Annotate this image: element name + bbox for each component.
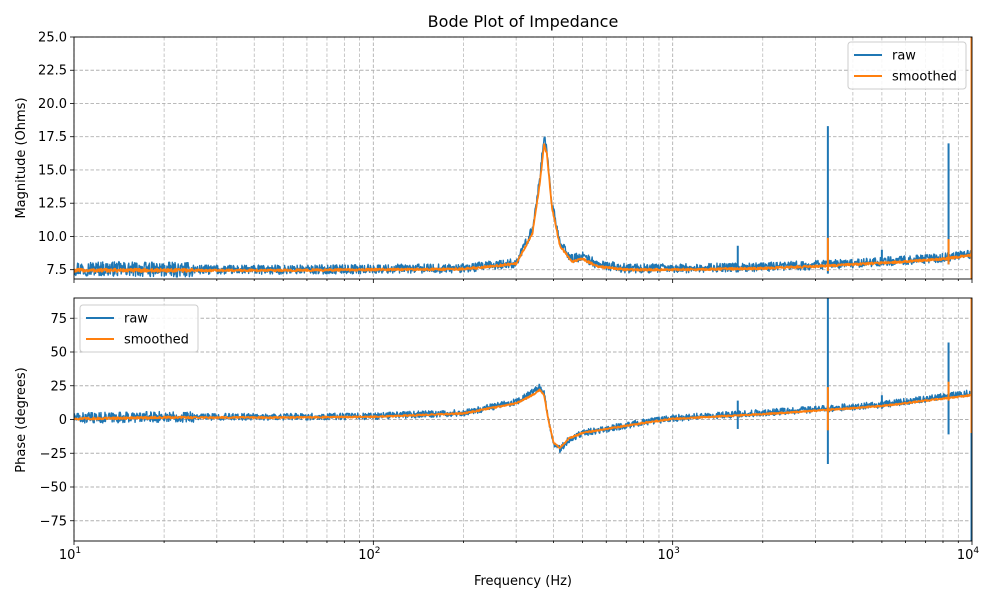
panel-1: −75 −50 −25 0 25 50 75 101 102 103 104 raw smoothed <box>40 297 980 563</box>
y-tick-label: 17.5 <box>38 130 67 145</box>
legend-box <box>79 304 199 353</box>
bottom-ylabel: Phase (degrees) <box>14 367 29 472</box>
y-tick-label: 25 <box>50 379 67 394</box>
y-grid: 7.5 10.0 12.5 15.0 17.5 20.0 22.5 25.0 <box>38 31 972 278</box>
legend-label-smoothed: smoothed <box>124 333 189 348</box>
xlabel: Frequency (Hz) <box>474 574 572 589</box>
plot-area <box>74 298 972 541</box>
x-ticks <box>73 541 973 545</box>
legend-label-raw: raw <box>892 49 916 64</box>
x-ticks <box>73 279 973 283</box>
axes-frame <box>73 36 973 280</box>
y-tick-label: 75 <box>50 312 67 327</box>
y-tick-label: −50 <box>40 481 67 496</box>
y-tick-label: 0 <box>59 413 67 428</box>
chart-title: Bode Plot of Impedance <box>428 12 619 31</box>
series-line-smoothed <box>74 143 972 273</box>
y-tick-label: 7.5 <box>46 263 67 278</box>
legend: raw smoothed <box>847 41 967 90</box>
x-grid <box>73 37 959 279</box>
series-line-raw <box>74 136 972 278</box>
axes-frame <box>73 297 973 542</box>
top-ylabel: Magnitude (Ohms) <box>14 97 29 218</box>
series-line-smoothed <box>74 388 972 450</box>
y-tick-label: 12.5 <box>38 197 67 212</box>
plot-area <box>74 37 972 279</box>
panel-0: 7.5 10.0 12.5 15.0 17.5 20.0 22.5 25.0 raw smooth… <box>38 31 973 283</box>
x-tick-label: 102 <box>358 546 380 563</box>
y-tick-label: 15.0 <box>38 163 67 178</box>
y-tick-label: 20.0 <box>38 97 67 112</box>
y-tick-label: 22.5 <box>38 64 67 79</box>
legend-label-smoothed: smoothed <box>892 70 957 85</box>
y-tick-label: −75 <box>40 514 67 529</box>
y-tick-label: −25 <box>40 447 67 462</box>
legend: raw smoothed <box>79 304 199 353</box>
y-tick-label: 10.0 <box>38 230 67 245</box>
legend-label-raw: raw <box>124 312 148 327</box>
y-tick-label: 50 <box>50 346 67 361</box>
y-tick-label: 25.0 <box>38 31 67 46</box>
legend-box <box>847 41 967 90</box>
x-tick-label: 101 <box>59 546 81 563</box>
x-tick-label: 103 <box>658 546 680 563</box>
x-tick-label: 104 <box>957 546 980 563</box>
series-line-raw <box>74 383 972 454</box>
